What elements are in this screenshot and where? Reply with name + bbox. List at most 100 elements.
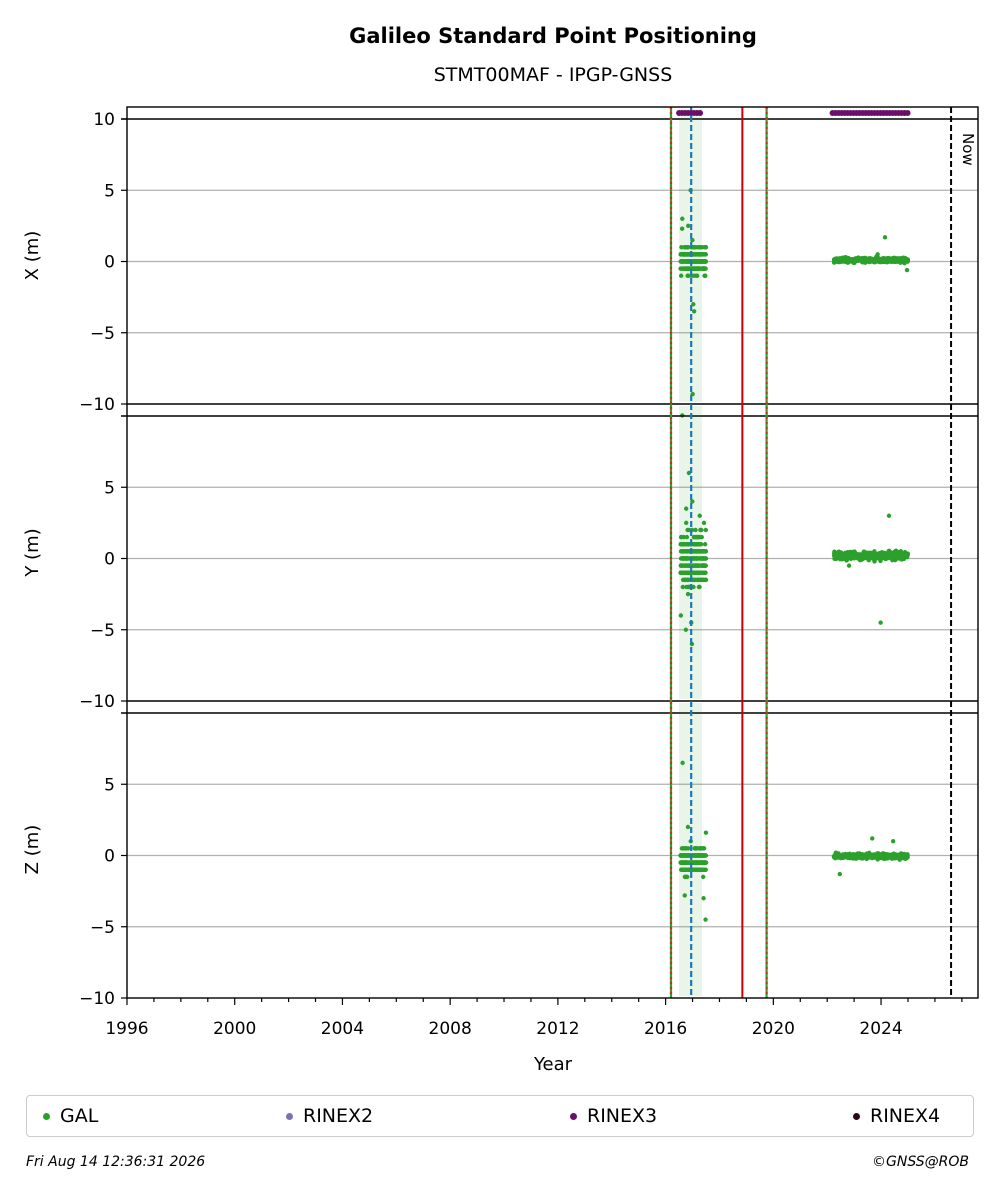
- data-point: [691, 584, 696, 590]
- data-point-outlier: [846, 563, 852, 568]
- data-point: [866, 852, 872, 857]
- data-point: [891, 257, 897, 263]
- data-point: [848, 553, 854, 558]
- data-point: [683, 542, 689, 547]
- data-point: [874, 852, 879, 858]
- data-point: [841, 258, 846, 264]
- footer-copyright: ©GNSS@ROB: [872, 1154, 969, 1170]
- x-tick-label: 1996: [105, 1019, 148, 1039]
- data-point: [702, 259, 707, 264]
- data-point: [683, 853, 689, 858]
- y-tick-label: −10: [79, 989, 115, 1009]
- data-point: [685, 273, 690, 278]
- data-point: [680, 584, 686, 590]
- data-point-outlier: [882, 235, 888, 240]
- legend-label-rinex3: RINEX3: [587, 1105, 658, 1127]
- data-point-outlier: [886, 513, 892, 518]
- data-point: [680, 542, 685, 547]
- data-point: [703, 577, 708, 583]
- x-tick-label: 2004: [321, 1019, 364, 1039]
- data-point: [698, 846, 703, 851]
- data-point: [694, 259, 699, 264]
- data-point-outlier: [837, 871, 843, 877]
- data-point: [703, 245, 709, 250]
- data-point: [684, 846, 689, 851]
- data-point: [853, 551, 859, 556]
- data-point: [874, 257, 879, 262]
- data-point: [684, 534, 690, 540]
- legend-item-rinex3: RINEX3: [570, 1096, 657, 1136]
- panel-x: 10 5 0 −5 −10 X (m): [22, 109, 978, 418]
- data-point: [845, 258, 851, 263]
- y-tick-label: −5: [90, 918, 115, 938]
- data-point: [683, 860, 688, 865]
- data-point: [881, 551, 887, 557]
- data-point: [697, 245, 702, 250]
- y-tick-label: 0: [104, 847, 115, 867]
- data-point: [901, 556, 906, 561]
- data-point: [694, 273, 699, 278]
- legend-marker-rinex3: [570, 1112, 577, 1120]
- data-point: [871, 553, 877, 558]
- data-point: [845, 549, 851, 555]
- data-point: [862, 550, 868, 555]
- data-point: [678, 534, 684, 540]
- data-point: [854, 257, 859, 262]
- data-point: [701, 266, 707, 271]
- data-point: [684, 245, 689, 250]
- data-point: [698, 549, 703, 554]
- data-point: [697, 584, 702, 590]
- data-point: [702, 273, 707, 278]
- y-tick-label: 10: [93, 110, 115, 130]
- data-point-outlier: [870, 836, 875, 841]
- data-point: [893, 553, 898, 559]
- data-point: [696, 252, 701, 257]
- data-point: [866, 555, 871, 561]
- data-point-outlier: [703, 830, 709, 835]
- data-point: [692, 846, 697, 851]
- data-point: [857, 257, 863, 262]
- legend-item-gal: GAL: [43, 1096, 98, 1136]
- data-point: [697, 534, 702, 540]
- data-point: [685, 527, 690, 533]
- data-point: [854, 853, 859, 859]
- data-point: [843, 555, 849, 560]
- data-point: [698, 259, 703, 264]
- data-point: [691, 853, 696, 858]
- data-point: [693, 563, 698, 568]
- data-point-outlier: [684, 520, 689, 526]
- chart-svg: Galileo Standard Point Positioning STMT0…: [22, 24, 979, 1075]
- data-point-outlier: [680, 760, 685, 766]
- data-point: [699, 252, 704, 257]
- data-point: [679, 273, 684, 278]
- legend: GAL RINEX2 RINEX3 RINEX4: [26, 1095, 974, 1137]
- data-point: [886, 256, 892, 262]
- data-point: [699, 527, 704, 533]
- data-point: [681, 259, 686, 264]
- data-point: [703, 860, 708, 865]
- data-point: [899, 550, 904, 556]
- data-point: [870, 258, 876, 264]
- data-point-outlier: [878, 620, 883, 625]
- data-point: [883, 852, 888, 857]
- legend-marker-gal: [43, 1112, 50, 1120]
- y-tick-label: −5: [90, 621, 115, 641]
- panel-z: 5 0 −5 −10 Z (m): [22, 700, 978, 1009]
- data-point: [697, 266, 702, 271]
- data-point: [699, 867, 705, 872]
- data-point: [685, 591, 691, 597]
- y-tick-label: 0: [104, 253, 115, 273]
- data-point: [858, 854, 863, 859]
- data-point: [684, 252, 689, 257]
- y-axis-label-z: Z (m): [22, 825, 43, 875]
- data-point: [698, 577, 703, 583]
- rinex3-marker: [697, 110, 704, 116]
- data-point-outlier: [679, 226, 685, 231]
- data-point-outlier: [682, 893, 687, 898]
- data-point-outlier: [691, 309, 697, 314]
- data-point: [697, 853, 703, 858]
- data-point-outlier: [690, 499, 695, 504]
- data-point: [701, 520, 707, 526]
- data-point: [847, 854, 852, 859]
- y-axis-label-y: Y (m): [22, 528, 43, 577]
